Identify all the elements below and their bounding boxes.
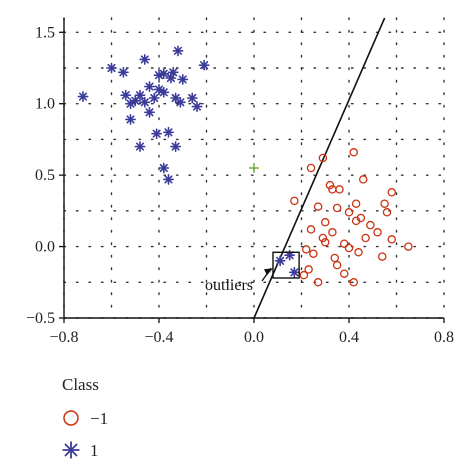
annotation-arrow-head [264, 268, 273, 276]
y-tick-label: 0.0 [35, 239, 55, 256]
legend-marker-asterisk [62, 441, 80, 459]
point-class-neg1 [318, 233, 328, 243]
y-tick-label: 1.0 [35, 96, 55, 113]
point-class-neg1 [351, 216, 361, 226]
points-layer [77, 45, 413, 287]
point-class-1 [148, 92, 160, 104]
point-class-1 [77, 91, 89, 102]
point-class-neg1 [366, 220, 375, 230]
point-class-1 [117, 66, 129, 78]
point-class-1 [125, 114, 136, 125]
point-class-1 [163, 126, 174, 138]
legend-marker-circle [63, 410, 79, 426]
point-class-neg1 [332, 203, 342, 213]
point-class-neg1 [358, 175, 368, 184]
point-class-neg1 [361, 233, 370, 243]
point-class-1 [177, 74, 189, 85]
point-class-neg1 [299, 270, 309, 280]
point-class-1 [191, 101, 203, 112]
point-class-1 [198, 59, 210, 71]
point-class-1 [158, 86, 170, 98]
y-tick-label: 0.5 [35, 167, 55, 184]
point-class-1 [106, 62, 117, 74]
point-class-neg1 [339, 269, 349, 278]
point-class-1 [151, 128, 163, 140]
legend: Class −1 1 [62, 375, 108, 460]
decision-line-layer [253, 17, 386, 319]
point-class-1 [170, 141, 182, 152]
point-class-neg1 [344, 208, 354, 217]
x-tick-label: −0.8 [49, 329, 78, 346]
point-class-neg1 [339, 239, 349, 248]
tick-labels: −0.8 −0.4 0.0 0.4 0.8 −0.5 0.0 0.5 1.0 1.5 [26, 24, 454, 346]
y-tick-label: 1.5 [35, 24, 55, 41]
point-class-1 [134, 141, 146, 152]
point-class-1 [125, 98, 136, 110]
point-class-1 [174, 96, 186, 108]
center-plus-marker [249, 163, 259, 173]
decision-boundary-line [253, 17, 386, 319]
legend-title: Class [62, 375, 99, 394]
point-class-neg1 [354, 248, 363, 257]
point-class-1 [144, 106, 155, 118]
axes [59, 18, 445, 323]
point-class-neg1 [301, 245, 311, 254]
point-class-neg1 [309, 249, 318, 258]
point-class-1 [158, 162, 170, 174]
point-class-neg1 [328, 228, 337, 237]
point-class-neg1 [290, 196, 299, 206]
x-tick-label: 0.0 [244, 329, 264, 346]
point-class-neg1 [320, 218, 330, 227]
point-class-1 [274, 255, 286, 267]
point-class-1 [186, 92, 198, 104]
point-class-1 [288, 266, 300, 278]
point-class-neg1 [313, 278, 323, 287]
point-class-1 [120, 89, 132, 101]
point-class-neg1 [332, 260, 342, 270]
annotation-layer: outliers [205, 251, 300, 294]
point-class-1 [139, 96, 151, 108]
point-class-neg1 [349, 278, 358, 287]
point-class-neg1 [306, 163, 316, 173]
x-tick-label: 0.8 [434, 329, 454, 346]
point-class-neg1 [318, 153, 328, 163]
point-class-1 [144, 81, 155, 92]
y-tick-label: −0.5 [26, 310, 55, 327]
legend-label: −1 [90, 409, 108, 428]
point-class-neg1 [335, 185, 344, 194]
x-tick-label: −0.4 [144, 329, 173, 346]
point-class-neg1 [320, 238, 330, 247]
point-class-1 [165, 72, 177, 84]
x-tick-label: 0.4 [339, 329, 359, 346]
point-class-neg1 [380, 199, 389, 208]
point-class-neg1 [313, 202, 323, 211]
point-class-1 [158, 68, 170, 80]
point-class-neg1 [373, 228, 382, 237]
point-class-1 [172, 45, 184, 57]
point-class-neg1 [306, 225, 316, 234]
point-class-neg1 [382, 208, 392, 217]
legend-label: 1 [90, 441, 99, 460]
point-class-neg1 [387, 188, 396, 197]
point-class-1 [163, 174, 174, 185]
outliers-annotation: outliers [205, 277, 253, 294]
point-class-neg1 [387, 235, 396, 244]
point-class-neg1 [325, 180, 335, 190]
point-class-neg1 [377, 252, 387, 261]
point-class-neg1 [304, 265, 313, 274]
point-class-1 [139, 54, 151, 65]
point-class-neg1 [344, 243, 354, 253]
outlier-box [272, 251, 300, 279]
point-class-1 [134, 89, 146, 101]
point-class-neg1 [330, 253, 339, 263]
point-class-neg1 [351, 199, 361, 208]
point-class-neg1 [349, 148, 358, 157]
point-class-neg1 [404, 242, 413, 251]
